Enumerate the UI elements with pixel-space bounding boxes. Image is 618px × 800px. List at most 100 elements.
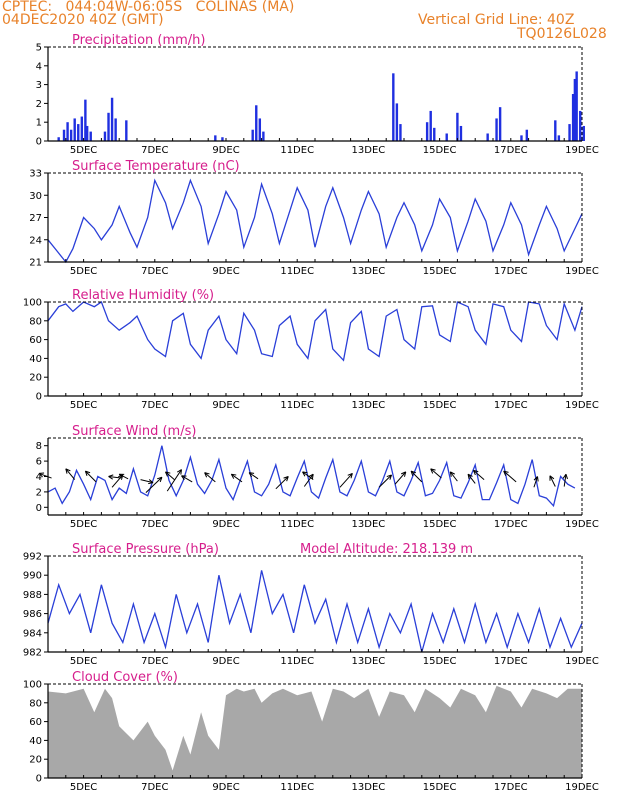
wind-arrow <box>85 470 97 483</box>
wind-arrow-head <box>204 472 210 478</box>
precip-bar <box>399 124 402 141</box>
panel-1: 0 1 2 3 4 5 5DEC 7DEC 9DEC 11DEC 13DEC 15DEC 17DEC 19… <box>36 33 599 156</box>
precip-bar <box>429 110 432 141</box>
y-tick-label: 0 <box>36 137 42 148</box>
precip-bar <box>107 112 110 141</box>
x-tick-label: 19DEC <box>565 782 599 793</box>
wind-arrow-head <box>176 469 182 475</box>
precip-bar <box>262 131 265 141</box>
x-tick-label: 7DEC <box>141 145 168 156</box>
wind-arrow <box>339 473 353 488</box>
wind-arrow-head <box>308 473 314 480</box>
wind-arrow-head <box>400 471 407 477</box>
precip-bar <box>575 71 578 141</box>
y-tick-label: 8 <box>36 441 42 452</box>
x-tick-label: 9DEC <box>212 519 239 530</box>
precip-bar <box>69 129 73 141</box>
x-tick-label: 19DEC <box>565 400 599 411</box>
x-tick-label: 5DEC <box>70 400 97 411</box>
panel-3: 0 20 40 60 80 100 5DEC 7DEC 9DEC 11DEC 13DEC 15DEC 1… <box>23 288 599 411</box>
x-tick-label: 15DEC <box>423 519 457 530</box>
precip-bar <box>103 131 107 141</box>
y-tick-label: 990 <box>23 571 42 582</box>
panel-6: 0 20 40 60 80 100 5DEC 7DEC 9DEC 11DEC 13DEC 15DEC 1… <box>23 670 599 793</box>
precip-bar <box>495 118 498 141</box>
precip-bar <box>85 125 89 141</box>
panel-title: Relative Humidity (%) <box>72 288 214 303</box>
y-tick-label: 0 <box>36 774 42 785</box>
panel-2: 21 24 27 30 33 5DEC 7DEC 9DEC 11DEC 13DEC 15DEC 17D… <box>29 159 599 277</box>
x-tick-label: 7DEC <box>141 266 168 277</box>
wind-arrow-head <box>38 472 45 478</box>
x-tick-label: 13DEC <box>352 656 386 667</box>
x-tick-label: 13DEC <box>352 782 386 793</box>
panel-4: 0 2 4 6 8 5DEC 7DEC 9DEC 11DEC 13DEC 15DEC 17DEC 19D… <box>36 424 599 530</box>
precip-bar <box>579 110 582 141</box>
x-tick-label: 15DEC <box>423 782 457 793</box>
x-tick-label: 15DEC <box>423 145 457 156</box>
wind-arrow-head <box>148 479 154 485</box>
x-tick-label: 17DEC <box>494 782 528 793</box>
x-tick-label: 5DEC <box>70 519 97 530</box>
wind-arrow <box>248 472 259 480</box>
x-tick-label: 17DEC <box>494 145 528 156</box>
wind-arrow <box>467 473 476 484</box>
precip-bar <box>89 131 92 141</box>
precip-bar <box>554 120 557 141</box>
precip-bar <box>77 124 80 141</box>
series-line <box>47 445 576 508</box>
x-tick-label: 15DEC <box>423 400 457 411</box>
y-tick-label: 100 <box>23 680 42 691</box>
x-tick-label: 11DEC <box>280 656 314 667</box>
cloud-area <box>48 685 582 778</box>
y-tick-label: 992 <box>23 552 42 563</box>
y-tick-label: 0 <box>36 392 42 403</box>
precip-bar <box>57 137 60 141</box>
x-tick-label: 7DEC <box>141 519 168 530</box>
x-tick-label: 15DEC <box>423 266 457 277</box>
wind-arrow <box>430 468 442 479</box>
header-grid-note: Vertical Grid Line: 40Z <box>418 12 575 28</box>
panel-title: Surface Pressure (hPa) <box>72 542 219 557</box>
wind-arrow <box>38 472 52 479</box>
y-tick-label: 27 <box>29 213 42 224</box>
precip-bar <box>445 133 448 141</box>
y-tick-label: 30 <box>29 191 42 202</box>
wind-arrow <box>303 473 314 487</box>
y-tick-label: 0 <box>36 503 42 514</box>
x-tick-label: 9DEC <box>212 782 239 793</box>
wind-arrow-head <box>562 473 568 480</box>
y-tick-label: 6 <box>36 457 42 468</box>
precip-bar <box>392 73 395 141</box>
precip-bar <box>573 78 577 141</box>
precip-bar <box>433 127 436 141</box>
precip-bar <box>520 135 523 141</box>
precip-bar <box>456 112 459 141</box>
wind-arrow <box>145 476 163 494</box>
wind-arrow <box>65 468 76 480</box>
x-tick-label: 9DEC <box>212 266 239 277</box>
wind-arrow <box>166 469 182 492</box>
x-tick-label: 17DEC <box>494 266 528 277</box>
series-line <box>47 178 583 264</box>
precip-bar <box>125 120 128 141</box>
x-tick-label: 19DEC <box>565 145 599 156</box>
wind-arrow-head <box>108 474 114 480</box>
series-line <box>47 301 583 362</box>
wind-arrow-head <box>410 470 417 477</box>
precip-bar <box>80 116 84 141</box>
x-tick-label: 9DEC <box>212 400 239 411</box>
y-tick-label: 986 <box>23 609 42 620</box>
wind-arrow <box>378 474 392 488</box>
precip-bar <box>571 94 575 141</box>
precip-bar <box>84 99 87 141</box>
precip-bar <box>258 118 262 141</box>
series-line <box>47 570 583 653</box>
y-tick-label: 4 <box>36 472 42 483</box>
wind-arrow <box>549 475 556 487</box>
wind-arrow-head <box>248 472 255 478</box>
x-tick-label: 7DEC <box>141 400 168 411</box>
x-tick-label: 15DEC <box>423 656 457 667</box>
wind-arrow <box>118 473 129 480</box>
